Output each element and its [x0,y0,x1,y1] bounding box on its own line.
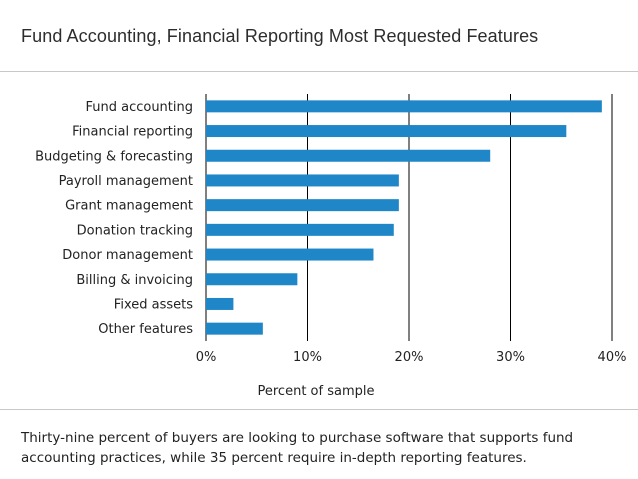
category-label-3: Budgeting & forecasting [35,149,193,164]
bar-10 [206,322,263,335]
category-label-9: Fixed assets [114,297,193,312]
category-label-6: Donation tracking [77,223,193,238]
category-label-2: Financial reporting [72,125,193,140]
x-tick-label-3: 20% [395,350,424,365]
category-label-1: Fund accounting [85,100,193,115]
chart-title: Fund Accounting, Financial Reporting Mos… [21,26,539,46]
bar-4 [206,174,399,187]
bar-chart: Fund accounting Financial reporting Budget… [35,94,627,399]
category-label-8: Billing & invoicing [76,273,193,288]
category-label-7: Donor management [62,248,193,263]
bar-9 [206,297,234,310]
bar-6 [206,223,394,236]
bar-7 [206,248,374,261]
bottom-divider [0,409,638,410]
x-tick-label-2: 10% [293,350,322,365]
x-tick-label-5: 40% [598,350,627,365]
bar-5 [206,199,399,212]
top-divider [0,71,638,72]
bar-1 [206,100,602,113]
x-tick-label-1: 0% [196,350,217,365]
bar-8 [206,273,298,286]
bar-3 [206,149,491,162]
bar-2 [206,125,567,138]
chart-caption: Thirty-nine percent of buyers are lookin… [21,430,574,466]
category-label-4: Payroll management [59,174,193,189]
x-tick-label-4: 30% [496,350,525,365]
x-axis-label: Percent of sample [258,384,375,399]
category-label-5: Grant management [65,199,193,214]
category-label-10: Other features [98,322,193,337]
